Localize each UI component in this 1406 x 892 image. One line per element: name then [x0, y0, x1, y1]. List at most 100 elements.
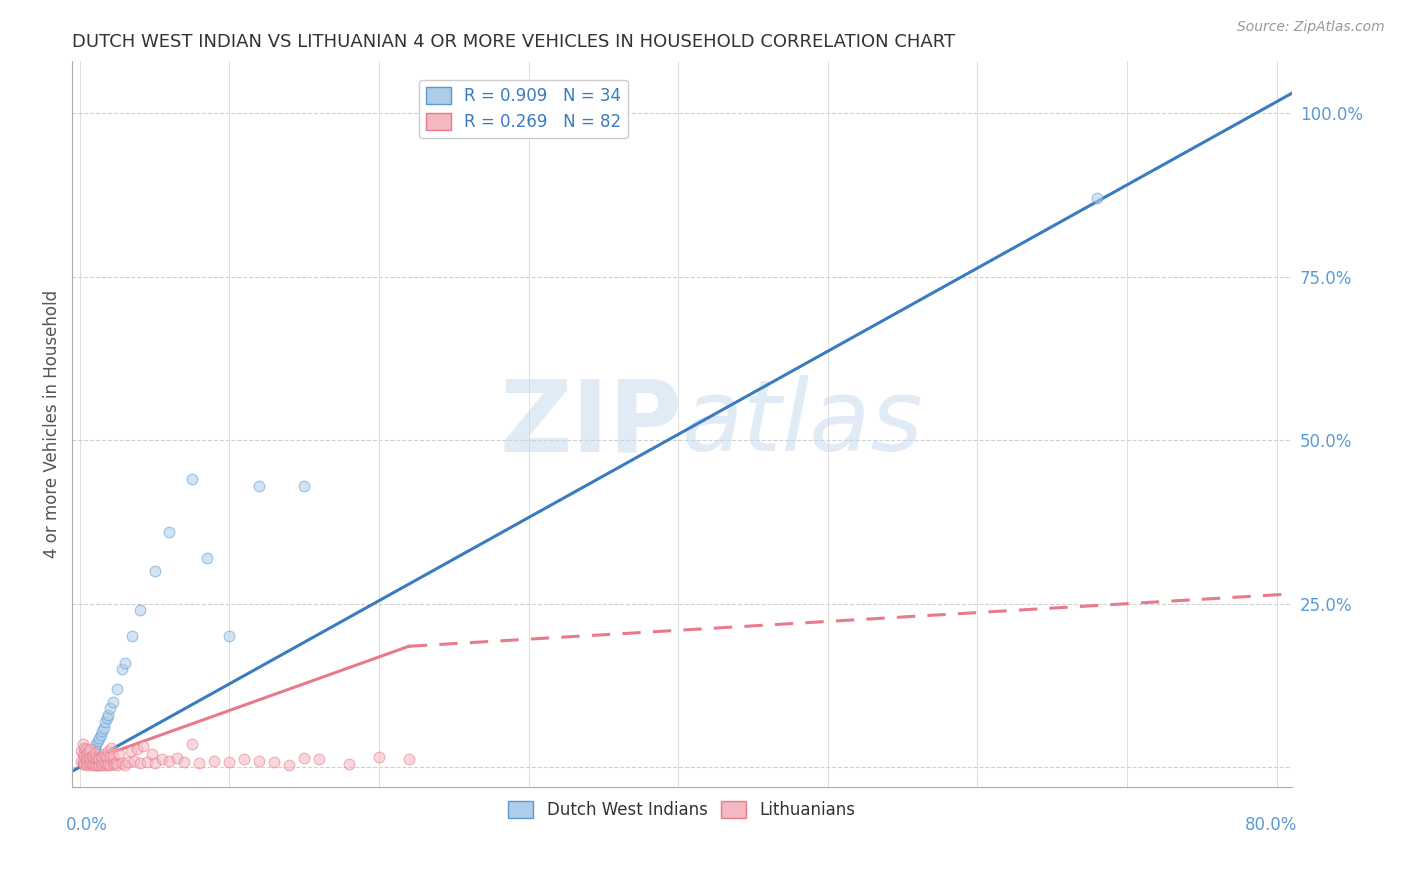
Text: ZIP: ZIP — [499, 376, 682, 473]
Point — [76, 752, 98, 766]
Point — [86, 752, 108, 766]
Point — [173, 755, 195, 769]
Point — [90, 757, 112, 772]
Point — [125, 742, 148, 756]
Point — [79, 749, 101, 764]
Point — [75, 752, 97, 766]
Point — [398, 752, 420, 766]
Point — [107, 747, 129, 762]
Point — [101, 695, 124, 709]
Point — [93, 747, 115, 762]
Point — [93, 721, 115, 735]
Point — [90, 728, 112, 742]
Point — [72, 747, 94, 762]
Point — [143, 756, 166, 770]
Point — [218, 755, 240, 769]
Point — [80, 748, 103, 763]
Point — [114, 757, 136, 772]
Point — [72, 738, 94, 752]
Point — [91, 724, 114, 739]
Point — [72, 757, 94, 772]
Y-axis label: 4 or more Vehicles in Household: 4 or more Vehicles in Household — [44, 290, 60, 558]
Point — [278, 758, 301, 772]
Point — [79, 756, 101, 771]
Point — [166, 751, 188, 765]
Point — [77, 751, 100, 765]
Point — [292, 751, 315, 765]
Point — [89, 758, 111, 772]
Point — [84, 751, 107, 765]
Point — [96, 758, 118, 772]
Point — [84, 757, 107, 772]
Point — [1085, 191, 1108, 205]
Point — [233, 752, 256, 766]
Point — [96, 750, 118, 764]
Point — [73, 754, 96, 768]
Point — [103, 757, 125, 772]
Point — [76, 757, 98, 772]
Point — [368, 750, 391, 764]
Point — [80, 757, 103, 772]
Point — [98, 749, 121, 764]
Point — [75, 742, 97, 756]
Point — [105, 758, 128, 772]
Point — [83, 742, 105, 756]
Point — [97, 708, 120, 723]
Point — [98, 701, 121, 715]
Point — [128, 756, 150, 771]
Point — [83, 740, 105, 755]
Point — [180, 738, 202, 752]
Point — [247, 754, 270, 768]
Point — [101, 756, 124, 771]
Point — [122, 754, 145, 768]
Point — [90, 750, 112, 764]
Point — [105, 681, 128, 696]
Point — [150, 752, 173, 766]
Point — [159, 754, 181, 768]
Point — [218, 630, 240, 644]
Point — [86, 734, 108, 748]
Point — [77, 744, 100, 758]
Point — [80, 746, 103, 760]
Point — [91, 749, 114, 764]
Point — [188, 756, 211, 771]
Point — [143, 564, 166, 578]
Point — [247, 479, 270, 493]
Text: Source: ZipAtlas.com: Source: ZipAtlas.com — [1237, 20, 1385, 34]
Point — [70, 744, 93, 758]
Point — [141, 747, 163, 762]
Point — [82, 750, 104, 764]
Point — [96, 711, 118, 725]
Point — [82, 744, 104, 758]
Point — [89, 752, 111, 766]
Point — [77, 757, 100, 772]
Point — [76, 746, 98, 760]
Point — [83, 752, 105, 766]
Point — [337, 757, 360, 772]
Point — [83, 758, 105, 772]
Point — [101, 748, 124, 763]
Point — [91, 757, 114, 772]
Point — [98, 757, 121, 772]
Point — [128, 603, 150, 617]
Point — [73, 740, 96, 755]
Point — [159, 524, 181, 539]
Point — [104, 756, 127, 770]
Point — [70, 754, 93, 768]
Point — [292, 479, 315, 493]
Point — [263, 755, 285, 769]
Point — [180, 472, 202, 486]
Point — [110, 756, 132, 771]
Point — [94, 748, 117, 763]
Point — [79, 747, 101, 762]
Point — [94, 714, 117, 729]
Point — [114, 656, 136, 670]
Point — [76, 750, 98, 764]
Point — [77, 748, 100, 763]
Text: atlas: atlas — [682, 376, 924, 473]
Legend: Dutch West Indians, Lithuanians: Dutch West Indians, Lithuanians — [502, 794, 862, 826]
Point — [93, 757, 115, 772]
Point — [121, 630, 143, 644]
Point — [136, 755, 159, 769]
Point — [97, 757, 120, 772]
